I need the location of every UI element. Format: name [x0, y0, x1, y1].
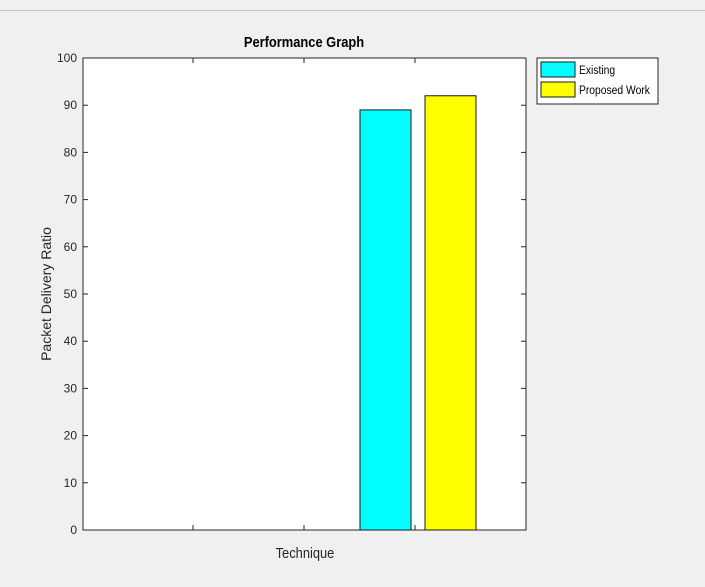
- y-tick-label: 60: [64, 240, 78, 254]
- bars-group: [359, 95, 477, 531]
- legend-label: Proposed Work: [579, 84, 650, 97]
- bar-proposed-work: [424, 95, 477, 531]
- y-tick-label: 100: [57, 51, 77, 65]
- y-tick-label: 20: [64, 429, 78, 443]
- legend-swatch-existing: [540, 61, 576, 78]
- y-axis-label: Packet Delivery Ratio: [38, 227, 54, 361]
- y-tick-label: 90: [64, 98, 78, 112]
- y-tick-label: 80: [64, 145, 78, 159]
- window-top-border: [0, 10, 705, 11]
- y-tick-label: 0: [70, 523, 77, 537]
- chart-title: Performance Graph: [244, 33, 364, 50]
- legend-swatch-proposed-work: [540, 81, 576, 98]
- bar-existing: [359, 109, 412, 531]
- y-tick-label: 30: [64, 381, 78, 395]
- y-tick-label: 10: [64, 476, 78, 490]
- y-tick-label: 50: [64, 287, 78, 301]
- x-axis-label: Technique: [276, 544, 335, 561]
- y-tick-label: 40: [64, 334, 78, 348]
- legend: Existing Proposed Work: [536, 57, 659, 105]
- y-axis-ticks: 0 10 20 30 40 50 60 70 80 90 100: [57, 51, 526, 537]
- legend-label: Existing: [579, 64, 615, 77]
- y-tick-label: 70: [64, 193, 78, 207]
- x-axis-ticks: [192, 58, 416, 530]
